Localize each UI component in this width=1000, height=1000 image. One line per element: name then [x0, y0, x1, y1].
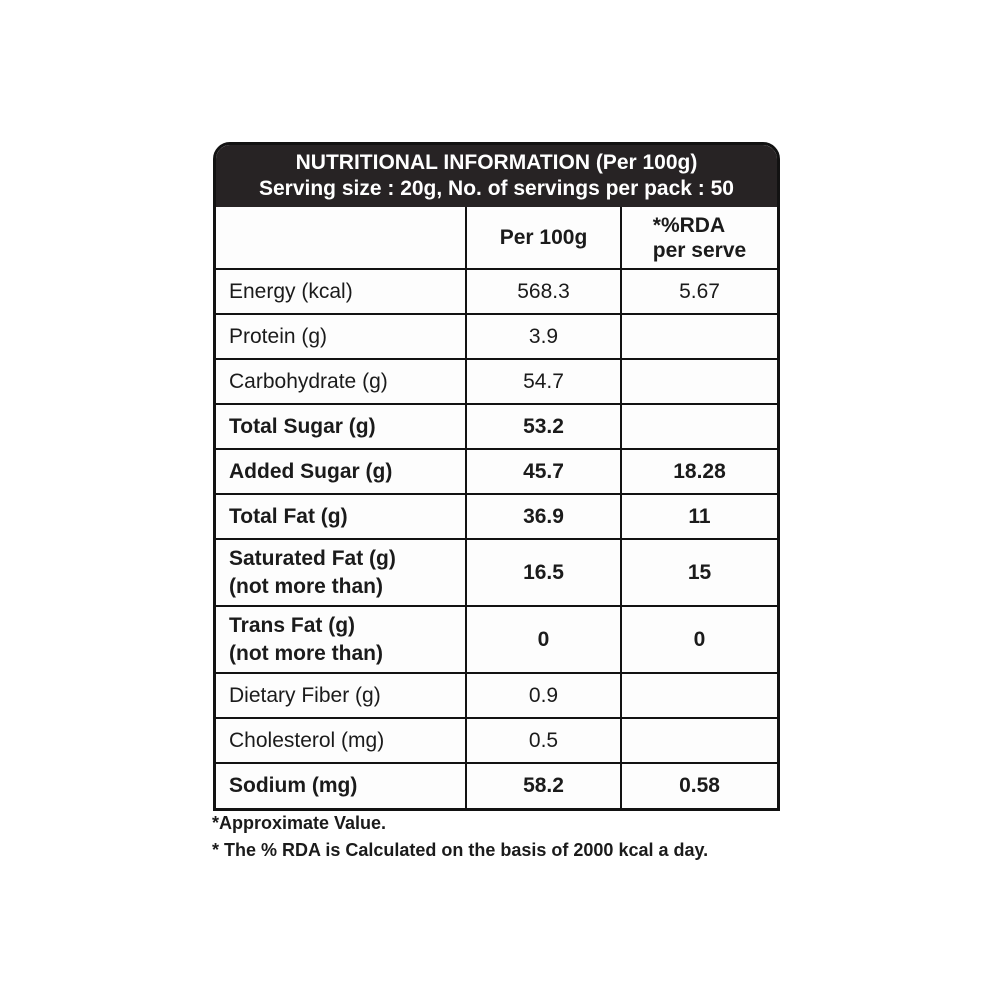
per100g-value-cell: 54.7 — [465, 358, 622, 405]
nutrient-label-cell: Added Sugar (g) — [216, 448, 467, 495]
table-row: Carbohydrate (g) 54.7 — [216, 358, 777, 405]
rda-value-cell — [620, 672, 777, 719]
nutrient-label: Sodium (mg) — [229, 774, 358, 797]
nutrient-label-cell: Saturated Fat (g) (not more than) — [216, 538, 467, 607]
column-header-nutrient — [216, 207, 467, 270]
nutrient-label: Energy (kcal) — [229, 279, 353, 303]
nutrient-label: Trans Fat (g) — [229, 613, 356, 637]
nutrient-label-note: (not more than) — [229, 574, 383, 598]
rda-value-cell — [620, 313, 777, 360]
nutrient-label: Carbohydrate (g) — [229, 369, 388, 393]
rda-value-cell: 18.28 — [620, 448, 777, 495]
nutrient-label: Cholesterol (mg) — [229, 728, 385, 752]
table-row: Trans Fat (g) (not more than) 0 0 — [216, 605, 777, 674]
footnote-approximate-value: *Approximate Value. — [212, 813, 387, 833]
table-row: Protein (g) 3.9 — [216, 313, 777, 360]
table-header-band: NUTRITIONAL INFORMATION (Per 100g) Servi… — [216, 145, 777, 207]
footnotes: *Approximate Value. * The % RDA is Calcu… — [212, 810, 708, 864]
nutrient-label-cell: Protein (g) — [216, 313, 467, 360]
rda-value-cell — [620, 403, 777, 450]
per100g-value-cell: 0.9 — [465, 672, 622, 719]
nutrient-label-cell: Dietary Fiber (g) — [216, 672, 467, 719]
rda-header-line2: per serve — [652, 238, 747, 262]
rda-header-line1: *%RDA — [652, 213, 726, 237]
table-row: Cholesterol (mg) 0.5 — [216, 717, 777, 764]
nutrient-label-cell: Energy (kcal) — [216, 268, 467, 315]
rda-value-cell: 11 — [620, 493, 777, 540]
table-row: Added Sugar (g) 45.7 18.28 — [216, 448, 777, 495]
nutrient-label-cell: Total Fat (g) — [216, 493, 467, 540]
table-row: Dietary Fiber (g) 0.9 — [216, 672, 777, 719]
serving-info: Serving size : 20g, No. of servings per … — [258, 177, 734, 200]
column-header-rda: *%RDA per serve — [620, 207, 777, 270]
table-title: NUTRITIONAL INFORMATION (Per 100g) — [295, 151, 698, 174]
per100g-value-cell: 16.5 — [465, 538, 622, 607]
nutrient-label-cell: Carbohydrate (g) — [216, 358, 467, 405]
per100g-value-cell: 3.9 — [465, 313, 622, 360]
rda-value-cell: 15 — [620, 538, 777, 607]
per100g-value-cell: 36.9 — [465, 493, 622, 540]
rda-value-cell: 0 — [620, 605, 777, 674]
per100g-value-cell: 45.7 — [465, 448, 622, 495]
column-header-per100g: Per 100g — [465, 207, 622, 270]
rda-value-cell: 5.67 — [620, 268, 777, 315]
per100g-value-cell: 0.5 — [465, 717, 622, 764]
table-row: Total Fat (g) 36.9 11 — [216, 493, 777, 540]
footnote-rda-basis: * The % RDA is Calculated on the basis o… — [212, 840, 709, 860]
nutrient-label: Dietary Fiber (g) — [229, 683, 381, 707]
column-header-row: Per 100g *%RDA per serve — [216, 207, 777, 270]
nutrient-label-cell: Total Sugar (g) — [216, 403, 467, 450]
nutrient-label-cell: Sodium (mg) — [216, 762, 467, 808]
nutrition-table: Per 100g *%RDA per serve Energy (kcal) 5… — [216, 207, 777, 808]
rda-value-cell — [620, 358, 777, 405]
rda-value-cell: 0.58 — [620, 762, 777, 808]
table-row: Sodium (mg) 58.2 0.58 — [216, 762, 777, 808]
per100g-value-cell: 53.2 — [465, 403, 622, 450]
table-row: Energy (kcal) 568.3 5.67 — [216, 268, 777, 315]
table-row: Saturated Fat (g) (not more than) 16.5 15 — [216, 538, 777, 607]
nutrient-label-note: (not more than) — [229, 641, 383, 665]
nutrient-label: Protein (g) — [229, 324, 328, 348]
nutrition-facts-panel: NUTRITIONAL INFORMATION (Per 100g) Servi… — [213, 142, 780, 811]
nutrient-label: Added Sugar (g) — [229, 459, 393, 483]
per100g-value-cell: 0 — [465, 605, 622, 674]
nutrient-label-cell: Cholesterol (mg) — [216, 717, 467, 764]
rda-value-cell — [620, 717, 777, 764]
nutrient-label: Saturated Fat (g) — [229, 546, 396, 570]
per100g-value-cell: 58.2 — [465, 762, 622, 808]
per100g-value-cell: 568.3 — [465, 268, 622, 315]
nutrient-label-cell: Trans Fat (g) (not more than) — [216, 605, 467, 674]
table-row: Total Sugar (g) 53.2 — [216, 403, 777, 450]
nutrient-label: Total Sugar (g) — [229, 414, 376, 438]
nutrient-label: Total Fat (g) — [229, 504, 348, 528]
